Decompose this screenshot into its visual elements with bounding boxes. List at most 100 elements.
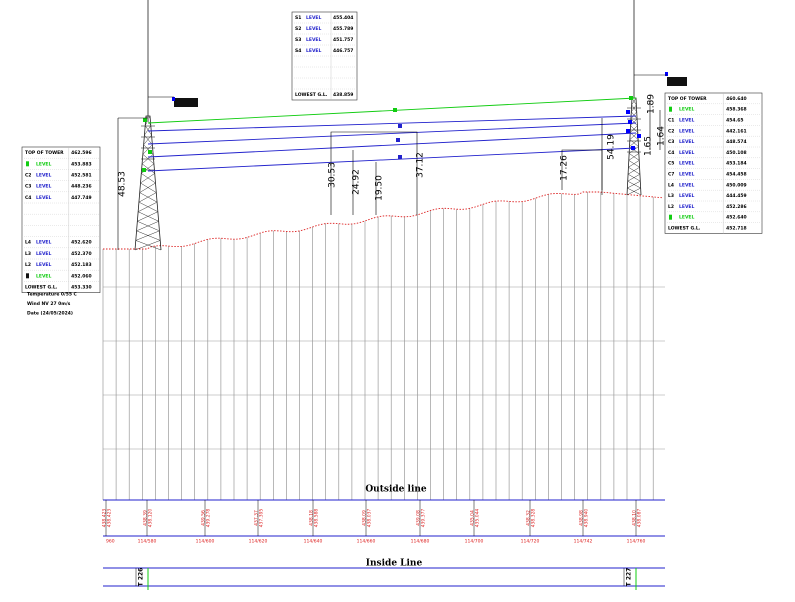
row-value: 453.330 [71,285,92,291]
row-value: 462.596 [71,150,92,156]
line [147,97,637,124]
row-label: LEVEL [36,240,51,246]
row-value: 438.859 [333,92,354,98]
tower-brace [144,115,152,126]
row-label: TOP OF TOWER [25,150,64,156]
row-marker [669,214,672,220]
row-label: LEVEL [679,182,694,188]
row-value: 452.183 [71,262,92,268]
tower-brace [626,187,642,196]
row-label: LEVEL [679,107,694,113]
station-level: 438.588 [314,509,320,528]
row-label: LEVEL [306,48,321,54]
row-value: 450.108 [726,150,747,156]
tower-name: T 227 [626,568,633,587]
row-label: LEVEL [679,139,694,145]
station-level: 439.56 [201,510,207,526]
row-code: C4 [668,150,674,156]
row-label: LEVEL [679,204,694,210]
row-label: LOWEST G.L. [25,285,58,291]
dimension-label: 17.26 [560,155,570,181]
line [147,115,637,132]
tower-brace [138,192,158,203]
dimension-label: 19.50 [375,175,385,201]
station-level: 438.98 [579,510,585,526]
station-level: 439.377 [421,509,427,528]
note: Date (24/05/2024) [27,311,73,317]
row-value: 454.458 [726,172,747,178]
row-label: LEVEL [36,251,51,257]
attach-marker [628,120,632,124]
station-chainage: 114/742 [574,539,593,545]
row-value: 452.620 [71,240,92,246]
note: Wind NV 27 0m/s [27,301,71,307]
dimension-label: 24.92 [352,169,362,195]
tower-brace [138,201,158,212]
row-label: LEVEL [306,37,321,43]
row-value: 452.640 [726,215,747,221]
tower-flag [667,77,687,86]
tower-brace [630,125,638,133]
row-label: LEVEL [679,172,694,178]
row-code: S3 [295,37,301,43]
dimension-label: 54.19 [607,134,617,160]
station-level: 438.09 [362,510,368,526]
row-value: 455.404 [333,15,354,21]
row-label: LEVEL [36,195,51,201]
station-level: 438.32 [526,510,532,526]
row-code: C5 [668,161,674,167]
row-code: S4 [295,48,301,54]
attach-marker [142,168,146,172]
station-level: 439.278 [206,509,212,528]
row-value: 444.459 [726,193,747,199]
tower-flag [174,98,198,107]
row-label: LEVEL [36,173,51,179]
tower-brace [628,160,640,168]
row-value: 454.65 [726,118,743,124]
tower-brace [627,167,641,175]
station-chainage: 114/660 [357,539,376,545]
row-label: LEVEL [679,161,694,167]
row-label: LEVEL [679,193,694,199]
row-value: 453.883 [71,161,92,167]
row-marker [669,106,672,112]
station-chainage: 114/720 [521,539,540,545]
attach-marker [631,146,635,150]
tower-flag [665,72,668,76]
tower-brace [628,153,640,161]
row-label: LOWEST G.L. [668,226,701,232]
tower-brace [137,211,159,222]
tower-brace [627,173,641,182]
row-label: LEVEL [306,15,321,21]
row-code: L4 [25,240,31,246]
row-label: TOP OF TOWER [668,96,707,102]
dimension-label: 1.65 [644,136,654,156]
station-level: 438.18 [309,510,315,526]
row-code: S1 [295,15,301,21]
row-code: L2 [25,262,31,268]
tower-brace [627,180,641,189]
dimension-label: 37.12 [416,152,426,178]
station-level: 438.328 [531,509,537,528]
station-chainage: 114/640 [304,539,323,545]
attach-marker [637,134,641,138]
row-value: 447.749 [71,195,92,201]
row-label: LEVEL [679,128,694,134]
row-label: LEVEL [679,150,694,156]
row-code: C1 [668,118,674,124]
station-level: 438.120 [148,509,154,528]
row-value: 452.718 [726,226,747,232]
row-value: 442.161 [726,128,747,134]
station-level: 438.10 [632,510,638,526]
tower-brace [135,230,161,241]
station-level: 438.423 [107,509,113,528]
row-value: 448.236 [71,184,92,190]
row-code: L3 [668,193,674,199]
dimension-label: 48.53 [118,171,128,197]
ground-profile [103,191,664,250]
tower-brace [629,132,639,140]
dim-bracket [330,131,418,215]
tower-flag [172,97,175,101]
